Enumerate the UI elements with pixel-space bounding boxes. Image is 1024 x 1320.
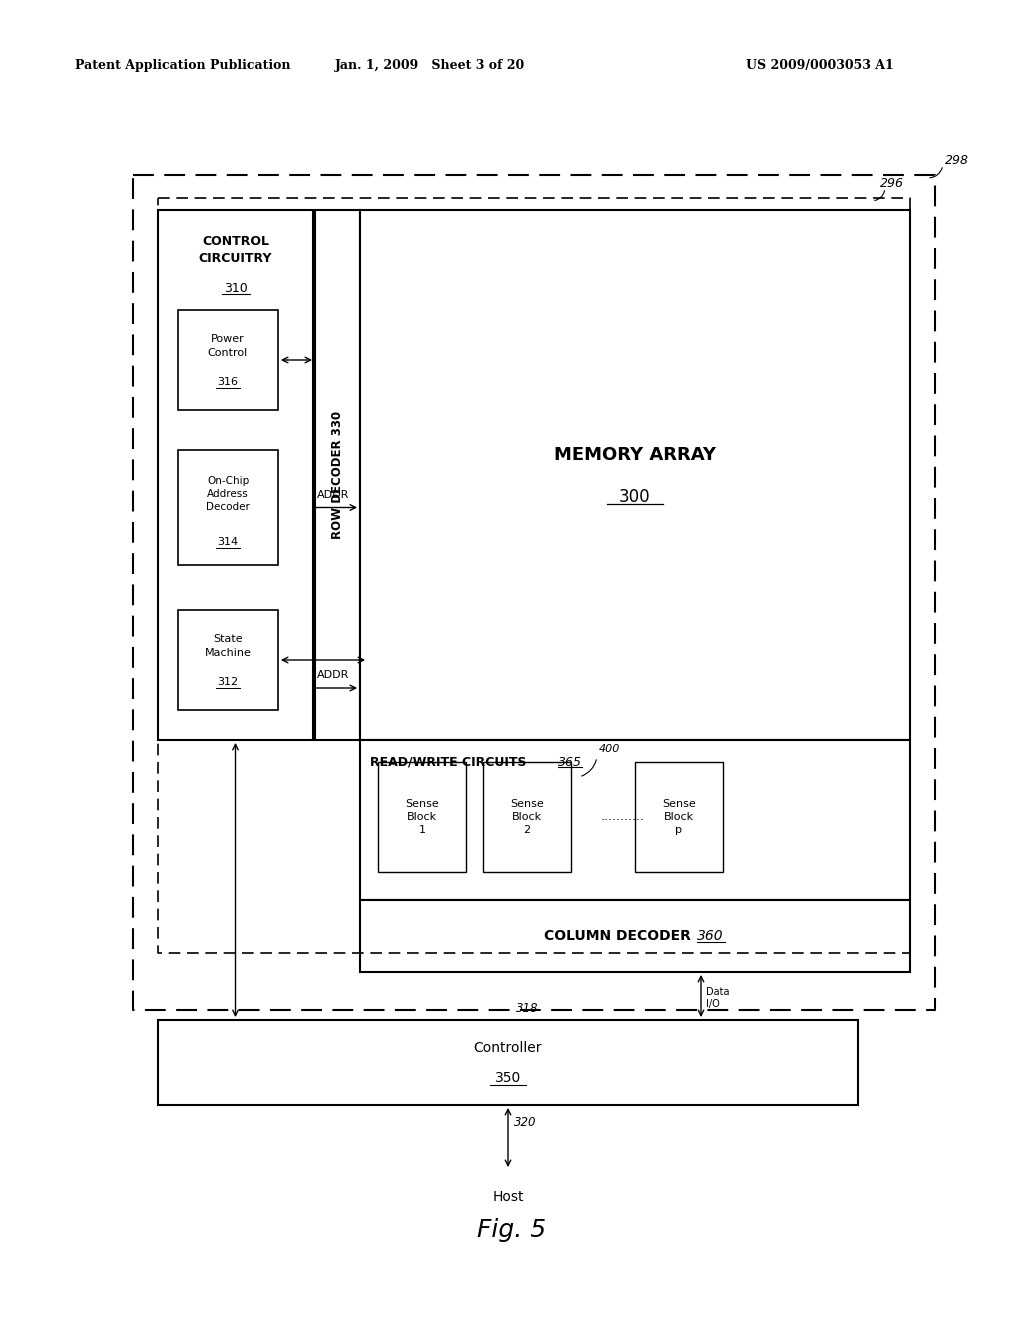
Bar [635,762,723,873]
Text: 300: 300 [620,488,651,506]
Text: COLUMN DECODER: COLUMN DECODER [544,929,690,942]
Text: 316: 316 [217,378,239,387]
Text: Fig. 5: Fig. 5 [477,1218,547,1242]
Bar [315,210,360,741]
Text: Controller: Controller [474,1041,543,1055]
Bar [360,741,910,900]
Bar [360,210,910,741]
Text: US 2009/0003053 A1: US 2009/0003053 A1 [746,58,894,71]
Bar [178,310,278,411]
Text: 312: 312 [217,677,239,686]
Text: Patent Application Publication: Patent Application Publication [75,58,291,71]
Text: MEMORY ARRAY: MEMORY ARRAY [554,446,716,465]
Text: READ/WRITE CIRCUITS: READ/WRITE CIRCUITS [370,755,526,768]
Text: Sense
Block
1: Sense Block 1 [406,799,439,836]
Text: Power
Control: Power Control [208,334,248,358]
Text: ROW DECODER 330: ROW DECODER 330 [331,411,344,539]
Bar [158,1020,858,1105]
Text: ...........: ........... [601,810,645,824]
Text: ADDR: ADDR [317,490,349,499]
Text: 296: 296 [880,177,904,190]
Bar [158,210,313,741]
Bar [178,610,278,710]
Text: 400: 400 [599,744,621,754]
Text: 310: 310 [223,281,248,294]
Text: Sense
Block
2: Sense Block 2 [510,799,544,836]
Text: CONTROL
CIRCUITRY: CONTROL CIRCUITRY [199,235,272,265]
Bar [483,762,571,873]
Bar [178,450,278,565]
Text: 365: 365 [558,755,582,768]
Text: State
Machine: State Machine [205,635,252,657]
Text: 360: 360 [696,929,723,942]
Text: 320: 320 [514,1117,537,1130]
Text: Jan. 1, 2009   Sheet 3 of 20: Jan. 1, 2009 Sheet 3 of 20 [335,58,525,71]
Text: Sense
Block
p: Sense Block p [663,799,696,836]
Text: Data
I/O: Data I/O [706,987,729,1010]
Text: 318: 318 [516,1002,539,1015]
Text: 350: 350 [495,1071,521,1085]
Text: On-Chip
Address
Decoder: On-Chip Address Decoder [206,475,250,512]
Text: ADDR: ADDR [317,671,349,680]
Text: 314: 314 [217,537,239,546]
Text: Host: Host [493,1191,523,1204]
Text: 298: 298 [945,154,969,168]
Bar [360,900,910,972]
Bar [378,762,466,873]
